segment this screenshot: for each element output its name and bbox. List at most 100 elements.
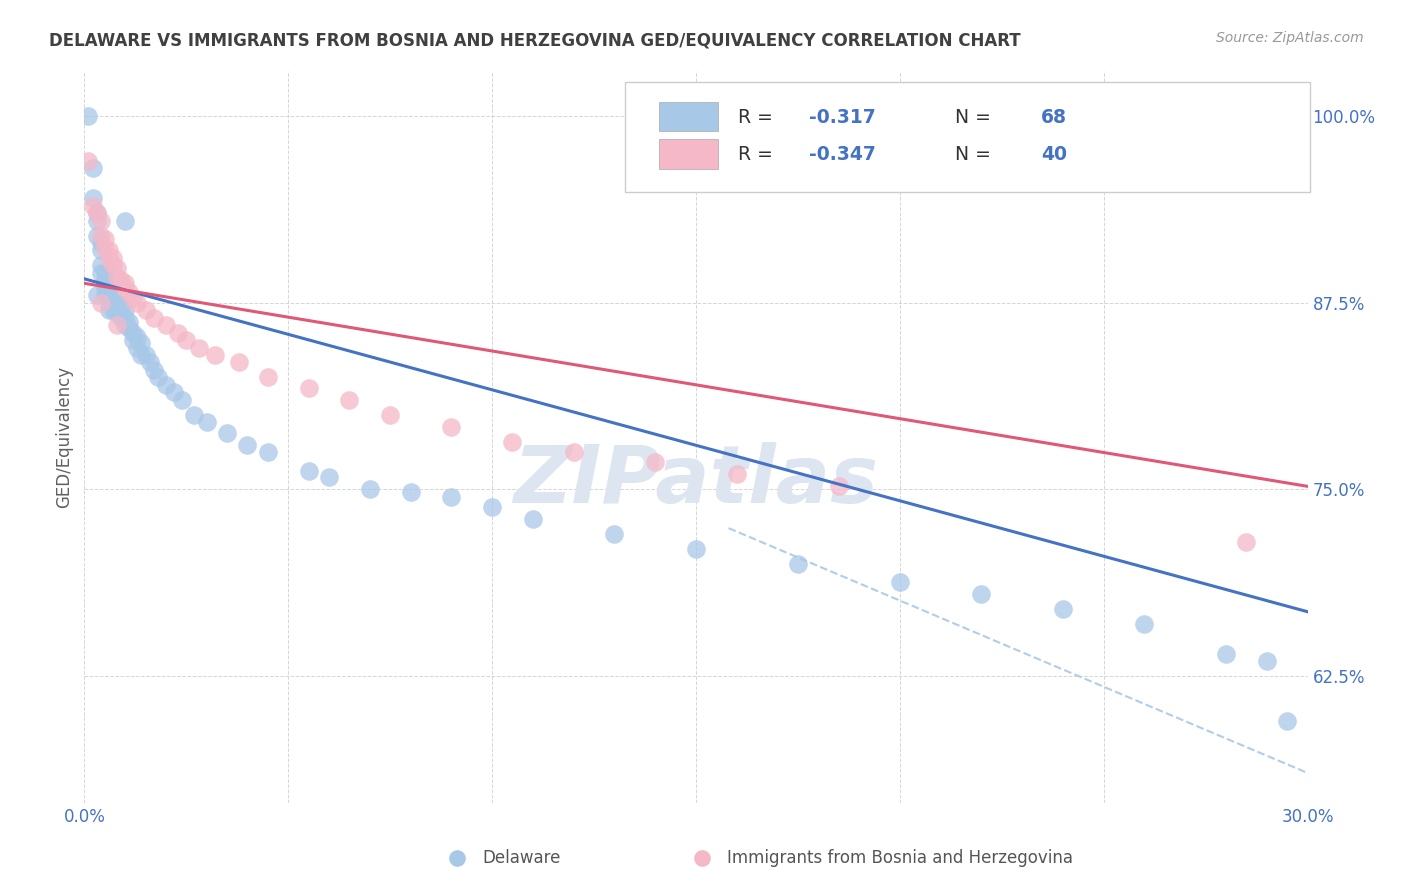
Point — [228, 355, 250, 369]
Point — [93, 277, 115, 291]
Point — [105, 270, 128, 285]
Point — [522, 512, 544, 526]
Point — [101, 251, 124, 265]
Point — [97, 244, 120, 258]
Text: ZIPat​las: ZIPat​las — [513, 442, 879, 520]
Text: DELAWARE VS IMMIGRANTS FROM BOSNIA AND HERZEGOVINA GED/EQUIVALENCY CORRELATION C: DELAWARE VS IMMIGRANTS FROM BOSNIA AND H… — [49, 31, 1021, 49]
Text: Source: ZipAtlas.com: Source: ZipAtlas.com — [1216, 31, 1364, 45]
Point — [187, 341, 209, 355]
Text: -0.347: -0.347 — [808, 145, 876, 163]
Point — [298, 464, 321, 478]
Point — [97, 251, 120, 265]
Point — [93, 240, 115, 254]
Point — [440, 490, 463, 504]
Text: 68: 68 — [1040, 108, 1067, 127]
Point — [217, 425, 239, 440]
Point — [118, 321, 141, 335]
Point — [135, 348, 157, 362]
Bar — [659, 102, 718, 131]
Point — [359, 483, 381, 497]
Point — [82, 191, 104, 205]
Point — [97, 288, 120, 302]
Point — [644, 455, 666, 469]
Point — [142, 310, 165, 325]
Point — [1256, 654, 1278, 668]
Point — [105, 261, 128, 276]
Point — [82, 199, 104, 213]
Point — [114, 318, 136, 332]
Point — [122, 291, 145, 305]
Point — [155, 377, 177, 392]
Point — [131, 348, 153, 362]
Point — [110, 300, 132, 314]
Point — [97, 295, 120, 310]
Point — [122, 326, 145, 340]
Point — [163, 385, 186, 400]
Point — [127, 295, 149, 310]
Point — [93, 266, 115, 280]
Point — [257, 370, 280, 384]
Point — [562, 445, 585, 459]
Point — [380, 408, 402, 422]
Point — [101, 291, 124, 305]
Point — [90, 213, 112, 227]
Point — [127, 341, 149, 355]
Point — [86, 206, 108, 220]
Point — [138, 355, 160, 369]
Point — [440, 419, 463, 434]
Text: Immigrants from Bosnia and Herzegovina: Immigrants from Bosnia and Herzegovina — [727, 848, 1073, 867]
Point — [481, 500, 503, 515]
Point — [93, 281, 115, 295]
Point — [90, 235, 112, 250]
Point — [114, 281, 136, 295]
Point — [135, 303, 157, 318]
Text: -0.317: -0.317 — [808, 108, 876, 127]
Point — [110, 310, 132, 325]
Point — [86, 206, 108, 220]
Point — [101, 303, 124, 318]
Point — [399, 485, 422, 500]
Point — [204, 348, 226, 362]
Point — [97, 303, 120, 318]
Point — [90, 266, 112, 280]
Point — [787, 557, 810, 571]
Point — [90, 259, 112, 273]
Point — [1215, 647, 1237, 661]
Point — [114, 213, 136, 227]
Point — [318, 470, 340, 484]
Point — [105, 306, 128, 320]
Point — [110, 273, 132, 287]
Point — [298, 381, 321, 395]
Point — [172, 392, 194, 407]
Point — [1133, 616, 1156, 631]
Point — [82, 161, 104, 176]
Point — [97, 285, 120, 300]
Point — [828, 479, 851, 493]
Point — [174, 333, 197, 347]
Point — [1236, 534, 1258, 549]
Point — [131, 336, 153, 351]
Y-axis label: GED/Equivalency: GED/Equivalency — [55, 366, 73, 508]
Point — [90, 295, 112, 310]
Point — [183, 408, 205, 422]
Point — [118, 285, 141, 300]
Point — [122, 333, 145, 347]
Bar — [659, 139, 718, 169]
Point — [86, 288, 108, 302]
Point — [685, 542, 707, 557]
Point — [77, 153, 100, 168]
Point — [155, 318, 177, 332]
Point — [142, 363, 165, 377]
Point — [93, 231, 115, 245]
Point — [339, 392, 361, 407]
Point — [90, 228, 112, 243]
Point — [114, 303, 136, 318]
Point — [603, 527, 626, 541]
Point — [101, 259, 124, 273]
Point — [1052, 601, 1074, 615]
Point — [90, 244, 112, 258]
Point — [105, 295, 128, 310]
Point — [725, 467, 748, 482]
Point — [118, 315, 141, 329]
Text: Delaware: Delaware — [482, 848, 560, 867]
